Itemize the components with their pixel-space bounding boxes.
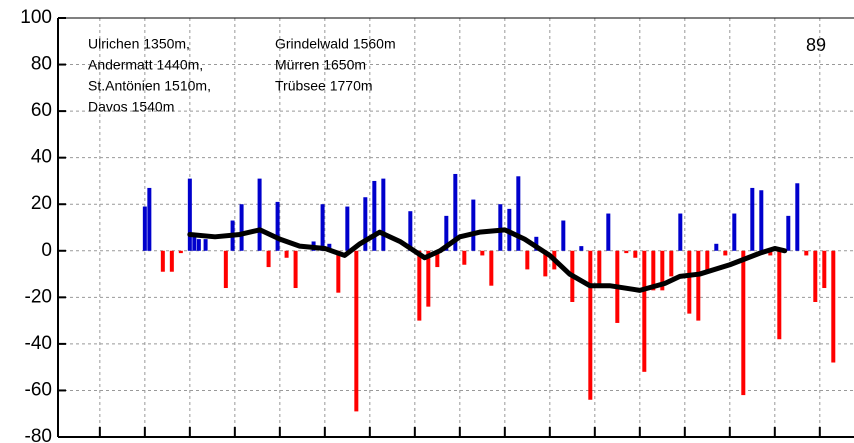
bar xyxy=(327,243,332,251)
y-tick-label: 60 xyxy=(31,100,52,121)
bar xyxy=(462,250,467,265)
bar xyxy=(516,176,521,251)
bar xyxy=(822,250,827,289)
bar xyxy=(642,250,647,372)
bar xyxy=(293,250,298,289)
bar xyxy=(203,239,208,251)
bar xyxy=(196,239,201,251)
annotation: Trübsee 1770m xyxy=(275,78,373,94)
bar xyxy=(786,215,791,251)
bar xyxy=(606,213,611,251)
bar xyxy=(777,250,782,340)
y-tick-label: 20 xyxy=(31,193,52,214)
bar xyxy=(705,250,710,272)
bar xyxy=(813,250,818,302)
bar xyxy=(759,190,764,251)
annotation: Mürren 1650m xyxy=(275,57,366,73)
bar xyxy=(561,220,566,251)
bar xyxy=(275,201,280,251)
bar xyxy=(147,187,152,251)
bar xyxy=(480,250,485,256)
bar xyxy=(651,250,656,291)
bar xyxy=(633,250,638,258)
y-tick-label: -60 xyxy=(25,379,52,400)
bar xyxy=(408,211,413,251)
annotation: Grindelwald 1560m xyxy=(275,36,396,52)
y-tick-label: 0 xyxy=(41,240,52,261)
bar xyxy=(489,250,494,286)
bar xyxy=(687,250,692,314)
bar xyxy=(525,250,530,270)
bar xyxy=(284,250,289,258)
bar xyxy=(223,250,228,289)
bar xyxy=(192,236,197,251)
y-tick-label: -80 xyxy=(25,426,52,443)
bar xyxy=(543,250,548,277)
y-tick-label: -40 xyxy=(25,333,52,354)
smooth-line xyxy=(187,227,788,293)
bar xyxy=(320,204,325,251)
bar xyxy=(266,250,271,268)
bar xyxy=(435,250,440,268)
bar xyxy=(444,215,449,251)
bar xyxy=(795,183,800,251)
bar xyxy=(723,250,728,256)
bar xyxy=(336,250,341,293)
bar xyxy=(142,206,147,251)
bar xyxy=(471,199,476,251)
y-tick-label: 100 xyxy=(20,7,52,28)
bar xyxy=(714,243,719,251)
bar xyxy=(453,173,458,251)
bar xyxy=(804,250,809,256)
y-tick-label: 40 xyxy=(31,147,52,168)
bar xyxy=(372,180,377,251)
bar xyxy=(831,250,836,363)
bar xyxy=(354,250,359,412)
bar xyxy=(669,250,674,277)
bar xyxy=(741,250,746,396)
bar xyxy=(160,250,165,272)
annotation: Ulrichen 1350m, xyxy=(88,36,190,52)
bar xyxy=(239,204,244,251)
y-tick-label: 80 xyxy=(31,54,52,75)
bar xyxy=(660,250,665,291)
bar xyxy=(363,197,368,251)
bar xyxy=(498,204,503,251)
bar xyxy=(257,178,262,251)
annotation: Davos 1540m xyxy=(88,99,174,115)
bar xyxy=(597,250,602,289)
bar xyxy=(381,178,386,251)
bar xyxy=(678,213,683,251)
chart-label: 89 xyxy=(806,35,826,55)
annotation: Andermatt 1440m, xyxy=(88,57,203,73)
bar xyxy=(696,250,701,321)
bar xyxy=(426,250,431,307)
bar xyxy=(588,250,593,400)
bar xyxy=(187,178,192,251)
bar xyxy=(345,206,350,251)
bar xyxy=(178,250,183,254)
bar xyxy=(750,187,755,251)
annotation: St.Antönien 1510m, xyxy=(88,78,211,94)
y-tick-label: -20 xyxy=(25,286,52,307)
bar xyxy=(732,213,737,251)
bar xyxy=(579,246,584,251)
bar xyxy=(624,250,629,254)
bar xyxy=(768,250,773,256)
bar xyxy=(417,250,422,321)
bar xyxy=(169,250,174,272)
